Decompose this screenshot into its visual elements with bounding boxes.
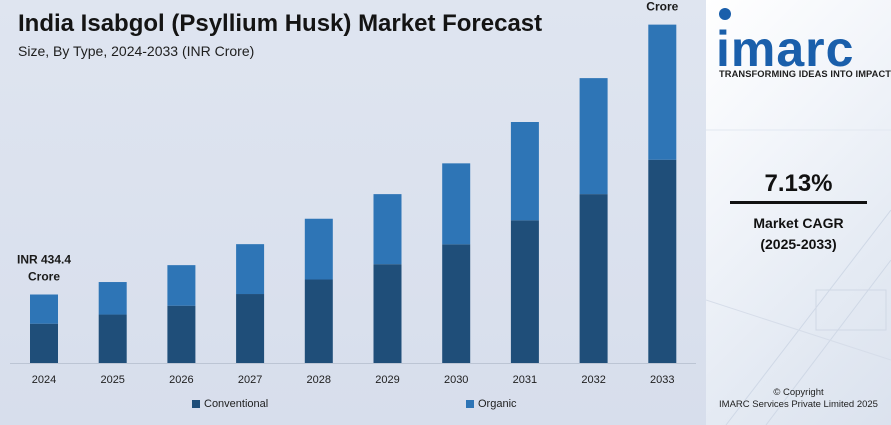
bar-organic-2027 xyxy=(236,244,265,295)
bar-conventional-2031 xyxy=(510,220,539,363)
legend-item-organic: Organic xyxy=(466,398,517,410)
bar-organic-2026 xyxy=(167,265,196,306)
bar-organic-2033 xyxy=(648,24,677,160)
bar-conventional-2028 xyxy=(304,279,333,363)
bar-organic-2032 xyxy=(579,78,608,195)
chart-area: India Isabgol (Psyllium Husk) Market For… xyxy=(0,0,706,425)
imarc-logo: imarc xyxy=(716,21,855,77)
legend-label-conventional: Conventional xyxy=(204,398,269,410)
chart-subtitle: Size, By Type, 2024-2033 (INR Crore) xyxy=(18,43,255,59)
bar-conventional-2032 xyxy=(579,194,608,363)
copyright: © Copyright IMARC Services Private Limit… xyxy=(706,387,891,411)
logo-dot xyxy=(719,8,731,20)
bar-conventional-2026 xyxy=(167,305,196,363)
annotation-label-2024-1: INR 434.4 xyxy=(17,253,71,267)
cagr-divider xyxy=(730,201,867,204)
cagr-label-line-2: (2025-2033) xyxy=(760,236,837,252)
bar-organic-2030 xyxy=(442,163,471,245)
cagr-label-line-1: Market CAGR xyxy=(753,215,844,231)
legend-swatch-conventional xyxy=(192,400,200,408)
cagr-label: Market CAGR (2025-2033) xyxy=(706,213,891,255)
bar-conventional-2024 xyxy=(30,323,58,363)
bar-chart-plot: 2024 2025 2026 2027 2028 2029 2030 2031 2032 2033… xyxy=(10,0,696,386)
x-tick-label-2033: 2033 xyxy=(650,374,674,386)
x-tick-label-2027: 2027 xyxy=(238,374,262,386)
x-tick-label-2024: 2024 xyxy=(32,374,56,386)
x-tick-label-2028: 2028 xyxy=(307,374,331,386)
legend-label-organic: Organic xyxy=(478,398,517,410)
copyright-line-2: IMARC Services Private Limited 2025 xyxy=(719,399,878,410)
bar-organic-2024 xyxy=(30,294,58,324)
x-tick-label-2030: 2030 xyxy=(444,374,468,386)
bar-organic-2031 xyxy=(510,121,539,221)
x-tick-label-2031: 2031 xyxy=(513,374,537,386)
bar-conventional-2029 xyxy=(373,264,402,363)
legend-item-conventional: Conventional xyxy=(192,398,268,410)
side-panel: imarc TRANSFORMING IDEAS INTO IMPACT 7.1… xyxy=(706,0,891,425)
background-decoration xyxy=(706,129,891,425)
x-tick-label-2026: 2026 xyxy=(169,374,193,386)
bar-organic-2029 xyxy=(373,194,402,265)
chart-legend: Conventional Organic xyxy=(0,398,706,414)
bar-conventional-2025 xyxy=(98,314,127,363)
copyright-line-1: © Copyright xyxy=(773,387,824,398)
chart-title: India Isabgol (Psyllium Husk) Market For… xyxy=(18,10,543,37)
bar-conventional-2033 xyxy=(648,159,677,363)
bar-organic-2028 xyxy=(304,218,333,280)
bar-conventional-2027 xyxy=(236,294,265,363)
bar-conventional-2030 xyxy=(442,244,471,363)
x-tick-label-2029: 2029 xyxy=(375,374,399,386)
x-tick-label-2032: 2032 xyxy=(581,374,605,386)
bar-organic-2025 xyxy=(98,282,127,315)
cagr-value: 7.13% xyxy=(764,170,833,197)
annotation-label-2033-2: Crore xyxy=(646,0,678,14)
legend-swatch-organic xyxy=(466,400,474,408)
x-tick-label-2025: 2025 xyxy=(100,374,124,386)
annotation-label-2024-2: Crore xyxy=(28,270,60,284)
logo-tagline: TRANSFORMING IDEAS INTO IMPACT xyxy=(719,69,891,79)
